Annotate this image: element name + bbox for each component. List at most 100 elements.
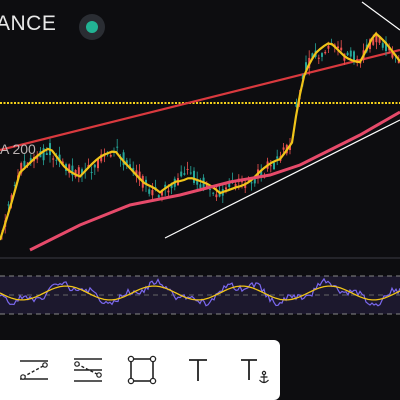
candle-body <box>317 57 320 59</box>
candle-body <box>26 162 29 164</box>
drawing-toolbar <box>0 340 280 400</box>
candle-body <box>381 43 384 48</box>
candle-body <box>378 36 381 43</box>
candle-body <box>253 178 256 184</box>
candle-body <box>90 171 93 173</box>
anchored-text-button[interactable] <box>234 350 274 390</box>
candle-body <box>132 167 135 172</box>
candle-body <box>13 185 16 187</box>
candle-body <box>250 182 253 184</box>
candle-body <box>186 168 189 170</box>
candle-body <box>122 152 125 166</box>
candle-body <box>273 162 275 170</box>
candle-body <box>372 38 375 45</box>
candle-body <box>324 51 327 54</box>
candle-body <box>346 52 349 56</box>
text-icon <box>189 359 207 381</box>
candle-body <box>353 51 355 61</box>
candle-body <box>77 167 80 175</box>
candle-body <box>125 160 128 164</box>
price-chart[interactable] <box>0 0 400 340</box>
candle-body <box>289 145 291 151</box>
candle-body <box>161 190 163 196</box>
candle-body <box>225 187 227 190</box>
candle-body <box>295 104 298 107</box>
candle-body <box>42 148 45 161</box>
candle-body <box>45 153 48 155</box>
candle-body <box>391 53 394 58</box>
candle-body <box>81 169 83 175</box>
candle-body <box>385 41 387 52</box>
candle-body <box>337 46 339 49</box>
candle-body <box>202 177 205 190</box>
candle-body <box>97 158 99 169</box>
chart-area[interactable] <box>0 0 400 340</box>
candle-body <box>23 160 26 167</box>
candle-body <box>116 146 119 148</box>
candle-body <box>189 172 192 174</box>
regression-trend-icon <box>74 358 102 382</box>
live-status-icon <box>79 14 105 40</box>
rsi-ma-line <box>0 285 400 301</box>
support-trendline <box>164 119 400 239</box>
rectangle-icon <box>127 355 157 385</box>
resistance-trendline <box>361 1 400 31</box>
candle-body <box>193 170 195 183</box>
candle-body <box>241 181 243 183</box>
candle-body <box>36 156 39 160</box>
candle-body <box>183 173 186 175</box>
candle-body <box>55 159 58 161</box>
candle-body <box>327 45 330 49</box>
trend-line-red <box>0 48 400 152</box>
candle-body <box>205 183 208 189</box>
rectangle-button[interactable] <box>122 350 162 390</box>
candle-body <box>151 190 154 196</box>
candle-body <box>68 164 71 174</box>
candle-body <box>260 170 263 176</box>
candle-body <box>135 170 138 176</box>
ma-200-line <box>29 110 400 252</box>
parallel-channel-button[interactable] <box>14 350 54 390</box>
candle-body <box>282 147 285 150</box>
candle-body <box>311 53 314 58</box>
candle-body <box>196 179 199 185</box>
candle-body <box>138 171 141 181</box>
regression-trend-button[interactable] <box>68 350 108 390</box>
candle-body <box>109 155 112 157</box>
candle-body <box>167 190 170 193</box>
candle-body <box>276 156 279 159</box>
candle-body <box>375 34 378 43</box>
candle-body <box>29 158 32 162</box>
candle-body <box>58 154 61 162</box>
candle-body <box>215 194 218 198</box>
candle-body <box>7 204 10 206</box>
parallel-channel-icon <box>20 360 48 380</box>
candle-body <box>164 184 167 189</box>
candle-body <box>333 44 336 46</box>
candle-body <box>269 165 272 167</box>
ma-200-label: A 200 <box>0 141 36 157</box>
candle-body <box>157 195 160 198</box>
anchored-text-icon <box>241 359 269 384</box>
candle-body <box>148 189 151 194</box>
candle-body <box>209 188 211 190</box>
text-button[interactable] <box>178 350 218 390</box>
candle-body <box>234 184 237 187</box>
candle-body <box>100 154 103 162</box>
candle-body <box>228 182 231 187</box>
candle-body <box>145 179 147 185</box>
candle-body <box>321 53 323 57</box>
candle-body <box>349 50 352 57</box>
ma-fast-line <box>0 32 400 241</box>
candle-body <box>340 47 343 51</box>
candle-body <box>180 171 183 177</box>
candle-body <box>71 165 74 176</box>
candle-body <box>52 158 55 160</box>
candle-body <box>170 185 173 189</box>
candle-body <box>397 60 400 64</box>
candle-body <box>212 192 215 194</box>
candle-body <box>20 163 23 174</box>
candle-body <box>199 184 202 188</box>
symbol-title: ANCE <box>0 12 57 35</box>
candle-body <box>305 62 307 70</box>
